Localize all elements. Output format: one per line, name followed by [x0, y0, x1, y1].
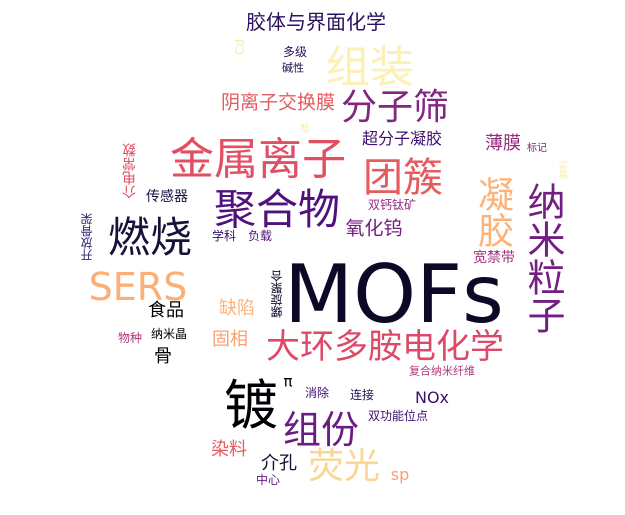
- word-anion-exchange-membrane: 阴离子交换膜: [220, 91, 336, 114]
- word-sensor: 传感器: [146, 189, 188, 205]
- word-assembly: 组装: [326, 42, 414, 93]
- word-composite-nanofiber: 复合纳米纤维: [409, 364, 475, 378]
- word-label: 标记: [527, 143, 547, 154]
- word-solid-phase: 固相: [212, 329, 248, 350]
- word-hierarchical: 多级: [282, 45, 308, 59]
- word-metal-ions: 金属离子: [170, 134, 346, 185]
- word-sers: SERS: [88, 265, 188, 309]
- word-plating: 镀: [224, 374, 278, 437]
- word-sp: sp: [390, 465, 410, 484]
- word-tungsten-oxide: 氧化钨: [345, 217, 403, 240]
- word-fluorescence: 荧光: [307, 446, 381, 487]
- word-connection: 连接: [349, 388, 375, 402]
- word-supramolecular-gel: 超分子凝胶: [361, 129, 443, 148]
- word-helical-polymer: 螺旋聚合: [270, 270, 284, 318]
- word-dye: 染料: [211, 439, 247, 460]
- word-wide-bandgap: 宽禁带: [473, 250, 515, 266]
- word-species: 物种: [117, 331, 143, 345]
- word-component: 组份: [282, 408, 360, 452]
- word-molecular-sieve: 分子筛: [340, 87, 450, 128]
- word-macrocyclic-polyamine-electrochemistry: 大环多胺电化学: [266, 327, 504, 367]
- word-nanocrystal: 纳米晶: [150, 327, 188, 341]
- word-mesopore: 介孔: [261, 453, 297, 474]
- word-enrichment: 富集: [556, 160, 567, 180]
- word-combustion: 燃烧: [107, 213, 193, 262]
- word-polymer: 聚合物: [213, 185, 341, 234]
- word-discipline: 学科: [211, 229, 237, 243]
- word-thin-film: 薄膜: [485, 133, 521, 154]
- word-cluster: 团簇: [363, 155, 443, 201]
- word-bone: 骨: [154, 346, 172, 367]
- word-dielectric-constant: 介电常数: [122, 143, 138, 199]
- word-cd: Cd: [233, 39, 247, 55]
- word-loading: 负载: [247, 229, 273, 243]
- word-double-perovskite: 双钙钛矿: [367, 198, 417, 212]
- word-mofs: MOFs: [284, 248, 504, 341]
- word-nanoparticles: 纳米粒子: [521, 182, 565, 334]
- word-pi: π: [283, 372, 293, 391]
- word-nox: NOx: [414, 388, 450, 407]
- word-alkaline: 碱性: [282, 61, 304, 75]
- word-open-framework: 开放骨架: [80, 213, 94, 261]
- word-gel: 凝胶: [472, 176, 513, 248]
- word-phthalein: 酞: [300, 124, 310, 135]
- word-defect: 缺陷: [219, 298, 255, 319]
- word-bifunctional-site: 双功能位点: [367, 409, 429, 423]
- word-center: 中心: [255, 473, 281, 487]
- word-elimination: 消除: [304, 386, 330, 400]
- word-food: 食品: [148, 300, 184, 321]
- word-colloid-interface-chemistry: 胶体与界面化学: [246, 10, 386, 34]
